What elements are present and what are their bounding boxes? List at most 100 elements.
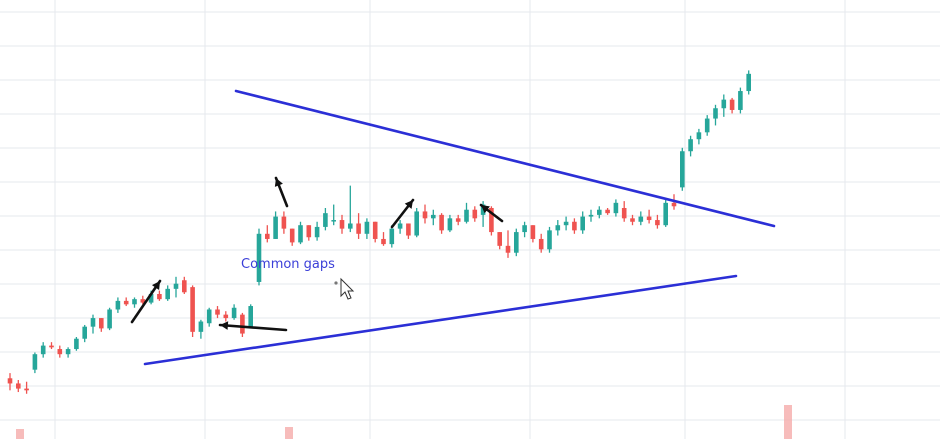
candle-body: [422, 211, 428, 219]
candle-body: [671, 202, 677, 207]
candle: [414, 208, 419, 238]
volume-bar: [16, 429, 24, 439]
candle: [49, 342, 54, 350]
candle-body: [82, 326, 87, 339]
candle: [422, 204, 428, 224]
candle-body: [281, 216, 287, 229]
candle: [704, 115, 710, 136]
candle-body: [721, 99, 727, 109]
candle-body: [680, 151, 685, 188]
candle: [538, 233, 544, 253]
candle-body: [140, 299, 146, 303]
candle: [90, 314, 96, 334]
gap-arrows: [130, 176, 504, 332]
candle-body: [621, 208, 627, 219]
candle: [663, 199, 668, 227]
candle-body: [348, 223, 353, 229]
volume-bar: [784, 405, 792, 439]
candle-body: [314, 226, 320, 238]
candle-body: [663, 202, 668, 226]
candle: [738, 87, 743, 114]
candle: [306, 225, 312, 241]
candle: [215, 306, 220, 319]
candle-body: [431, 214, 436, 219]
candle-body: [198, 321, 204, 332]
candle: [688, 135, 693, 157]
candle: [364, 218, 370, 239]
candle-body: [738, 91, 743, 110]
candle: [223, 311, 229, 322]
candle-body: [472, 209, 478, 219]
candle-body: [646, 216, 652, 221]
candle: [82, 324, 87, 343]
mouse-cursor-icon: [334, 277, 355, 300]
candle-body: [49, 345, 54, 348]
candle: [680, 147, 685, 191]
candle-body: [447, 218, 453, 231]
candle: [464, 202, 469, 224]
candle-body: [323, 213, 328, 227]
candle: [572, 218, 577, 234]
candle-body: [265, 233, 270, 239]
candle-body: [489, 208, 494, 233]
candle-body: [331, 220, 336, 222]
candle: [646, 209, 652, 224]
candle-body: [7, 378, 13, 384]
candle: [182, 276, 187, 294]
candle: [281, 211, 287, 234]
candle: [431, 209, 436, 226]
candle-body: [90, 318, 96, 327]
candle-body: [99, 318, 104, 329]
candle-body: [381, 238, 386, 245]
candle: [248, 304, 253, 329]
candle-body: [74, 338, 79, 350]
candle-body: [414, 211, 419, 236]
candle: [273, 211, 278, 239]
candle: [348, 185, 353, 233]
candle-body: [165, 288, 170, 300]
candle: [24, 381, 29, 394]
candle: [497, 232, 502, 250]
candle-body: [455, 218, 461, 222]
candle-body: [157, 294, 162, 300]
candle-body: [572, 221, 577, 231]
candle-body: [655, 220, 660, 226]
candle-body: [406, 223, 411, 236]
candle-body: [190, 287, 195, 332]
candle: [115, 297, 121, 313]
candle-body: [514, 232, 519, 253]
candle: [240, 312, 245, 337]
candle: [356, 213, 361, 239]
lower-trendline: [143, 274, 738, 366]
candle-body: [231, 307, 237, 319]
candle-body: [123, 300, 129, 305]
candle: [522, 221, 527, 238]
volume-bars: [16, 405, 792, 439]
candle-body: [729, 99, 735, 110]
candle-body: [547, 230, 552, 250]
candle: [57, 345, 63, 358]
candle: [231, 304, 237, 320]
candle: [505, 230, 511, 258]
candle-body: [256, 233, 262, 282]
candle-body: [439, 214, 444, 231]
candle-body: [107, 309, 112, 329]
candle-body: [182, 280, 187, 293]
candle: [547, 226, 552, 253]
candle: [298, 221, 303, 245]
trendlines: [143, 89, 776, 366]
candle-body: [505, 245, 511, 253]
candle: [289, 228, 295, 246]
candle: [630, 214, 635, 226]
candle: [621, 201, 627, 222]
candle: [190, 285, 195, 337]
candle: [339, 214, 345, 234]
candle-body: [306, 225, 312, 238]
candle-body: [32, 354, 38, 370]
candle: [198, 319, 204, 339]
candle: [32, 352, 38, 374]
candle-body: [206, 309, 212, 324]
candle-body: [397, 223, 403, 229]
candle-body: [24, 388, 29, 391]
